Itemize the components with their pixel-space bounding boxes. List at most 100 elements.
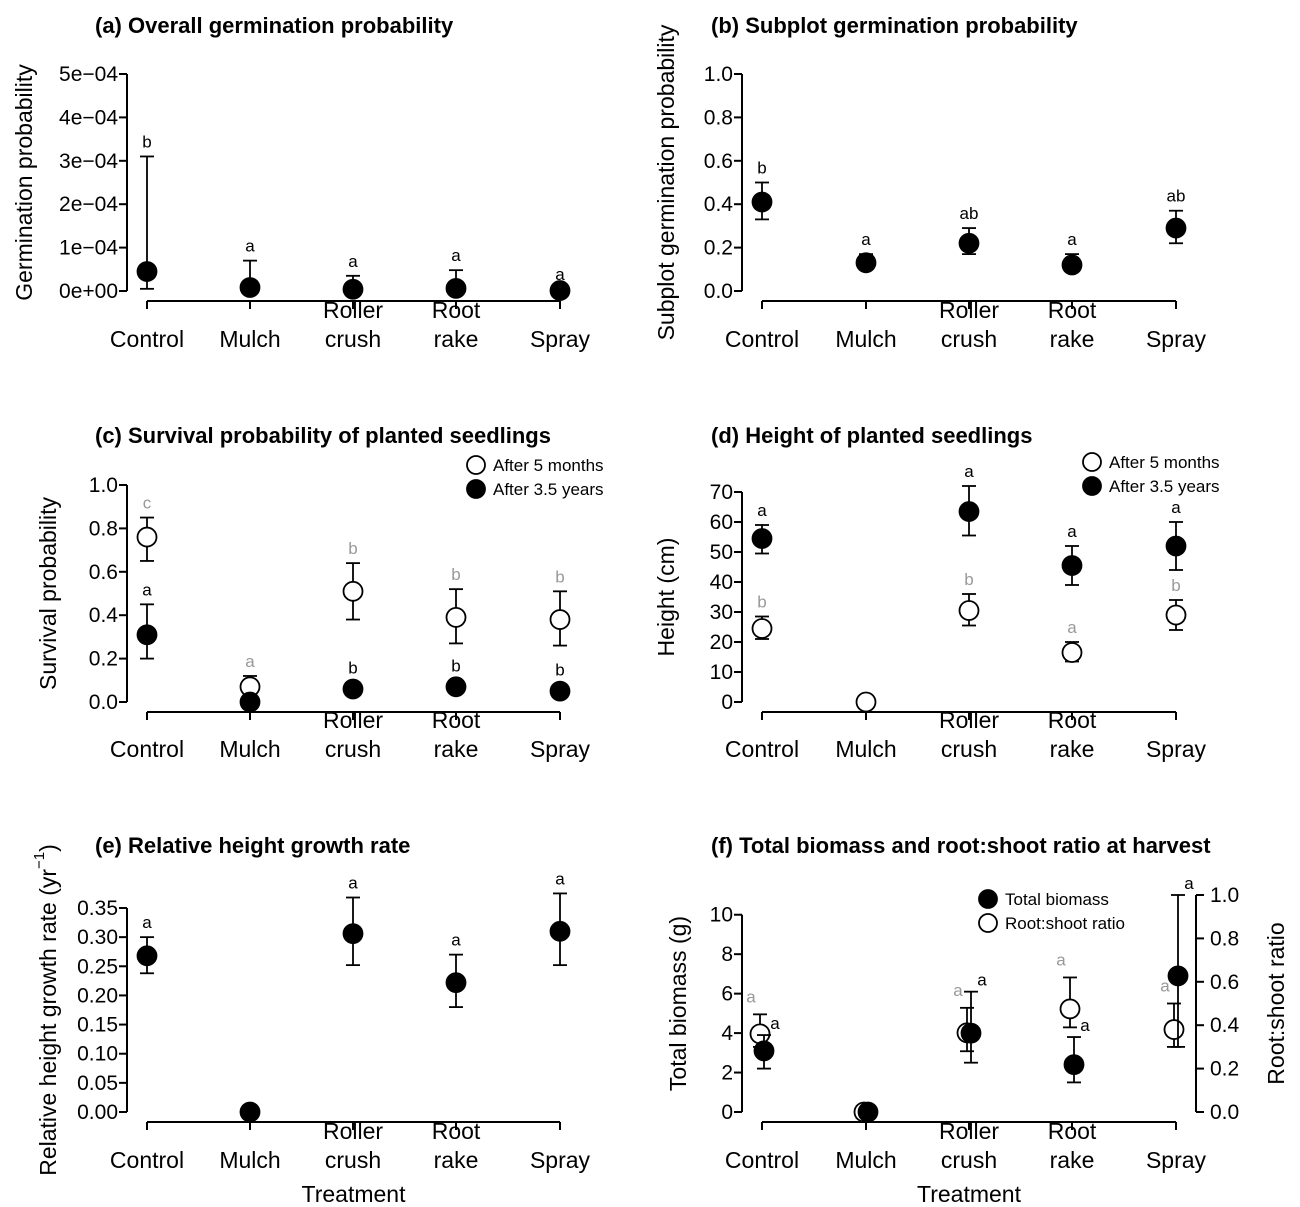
y-tick-label: 0.6	[89, 561, 118, 584]
panel-a: (a) Overall germination probability 0e+00…	[11, 13, 591, 352]
point-open	[751, 618, 773, 639]
significance-letter: a	[245, 652, 255, 671]
point-closed	[958, 232, 980, 254]
panel-f: (f) Total biomass and root:shoot ratio a…	[665, 833, 1289, 1207]
y-tick-label: 0.4	[89, 604, 119, 627]
y-axis-label: Total biomass (g)	[665, 916, 691, 1091]
y-tick-label: 4e−04	[59, 106, 118, 129]
right-y-tick-label: 0.8	[1210, 927, 1239, 950]
right-y-tick-label: 0.4	[1210, 1014, 1240, 1037]
panel-title: (a) Overall germination probability	[95, 13, 454, 38]
y-tick-label: 70	[710, 481, 733, 504]
point-closed	[136, 261, 158, 282]
category-label: Roller	[939, 1118, 999, 1144]
y-tick-label: 0	[721, 1101, 733, 1124]
significance-letter: b	[757, 159, 766, 178]
significance-letter: a	[977, 971, 987, 990]
significance-letter: ab	[1167, 187, 1186, 206]
point-closed	[549, 280, 571, 301]
y-tick-label: 40	[710, 571, 733, 594]
legend: After 5 months After 3.5 years	[1082, 452, 1220, 496]
y-tick-label: 0.35	[77, 897, 118, 920]
y-tick-label: 60	[710, 511, 733, 534]
category-label: rake	[434, 1147, 479, 1173]
category-label: crush	[325, 326, 381, 352]
point-open	[445, 606, 467, 628]
panel-d: (d) Height of planted seedlings 0 10 20 30 40…	[653, 423, 1220, 762]
significance-letter: b	[555, 661, 564, 680]
significance-letter: a	[142, 913, 152, 932]
point-open	[1059, 998, 1081, 1020]
category-label: Control	[110, 326, 184, 352]
significance-letter: b	[757, 593, 766, 612]
significance-letter: a	[1067, 522, 1077, 541]
significance-letter: a	[770, 1014, 780, 1033]
category-label: Roller	[323, 707, 383, 733]
y-tick-label: 3e−04	[59, 150, 118, 173]
category-label: Roller	[939, 707, 999, 733]
category-label: crush	[325, 736, 381, 762]
legend-label: After 5 months	[1109, 453, 1220, 472]
significance-letter: a	[861, 230, 871, 249]
category-label: rake	[1050, 736, 1095, 762]
category-label: Root	[432, 707, 481, 733]
category-label: Spray	[1146, 326, 1207, 352]
significance-letter: a	[555, 869, 565, 888]
significance-letter: b	[348, 658, 357, 677]
point-closed	[136, 945, 158, 967]
significance-letter: b	[451, 656, 460, 675]
y-tick-label: 0	[721, 691, 733, 714]
significance-letter: a	[964, 462, 974, 481]
right-y-tick-label: 0.0	[1210, 1101, 1239, 1124]
category-label: Roller	[323, 1118, 383, 1144]
y-tick-label: 0.25	[77, 955, 118, 978]
y-tick-label: 50	[710, 541, 733, 564]
significance-letter: a	[451, 931, 461, 950]
point-closed	[445, 972, 467, 994]
y-tick-label: 20	[710, 631, 733, 654]
y-tick-label: 8	[721, 943, 733, 966]
legend-label: After 3.5 years	[1109, 477, 1220, 496]
legend-marker-closed	[1082, 476, 1102, 496]
point-closed	[1061, 254, 1083, 276]
point-closed	[753, 1040, 775, 1062]
point-closed	[549, 920, 571, 942]
significance-letter: b	[451, 565, 460, 584]
significance-letter: a	[1080, 1016, 1090, 1035]
y-tick-label: 0.10	[77, 1043, 118, 1066]
panel-title: (f) Total biomass and root:shoot ratio a…	[711, 833, 1211, 858]
point-closed	[342, 923, 364, 945]
legend-marker-open	[978, 913, 998, 933]
point-open	[1165, 604, 1187, 626]
point-closed	[1061, 555, 1083, 576]
category-label: crush	[941, 1147, 997, 1173]
category-label: Control	[725, 736, 799, 762]
point-closed	[855, 252, 877, 274]
point-open	[855, 691, 877, 713]
x-axis-title: Treatment	[302, 1181, 407, 1207]
point-open	[749, 1023, 771, 1045]
point-closed	[857, 1101, 879, 1123]
significance-letter: c	[143, 494, 152, 513]
category-label: Spray	[530, 736, 591, 762]
point-closed	[1165, 535, 1187, 557]
category-label: Control	[110, 1147, 184, 1173]
significance-letter: a	[451, 246, 461, 265]
point-open	[1061, 642, 1083, 663]
y-tick-label: 10	[710, 904, 733, 927]
category-label: crush	[325, 1147, 381, 1173]
point-closed	[445, 676, 467, 698]
panel-title: (e) Relative height growth rate	[95, 833, 410, 858]
significance-letter: a	[555, 265, 565, 284]
point-closed	[549, 680, 571, 702]
point-closed	[342, 678, 364, 700]
panel-title: (b) Subplot germination probability	[711, 13, 1078, 38]
legend-marker-closed	[466, 479, 486, 499]
right-y-tick-label: 0.6	[1210, 971, 1239, 994]
category-label: Root	[432, 297, 481, 323]
category-label: Spray	[1146, 736, 1207, 762]
point-closed	[751, 191, 773, 213]
significance-letter: a	[1056, 950, 1066, 969]
significance-letter: a	[757, 501, 767, 520]
